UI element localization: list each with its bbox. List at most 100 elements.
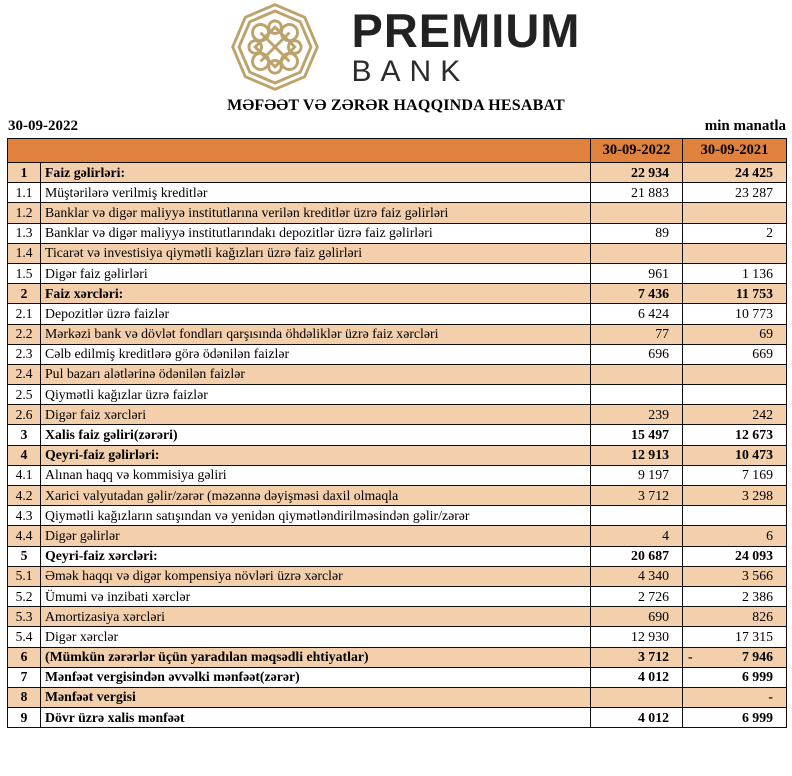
- table-row: 1.5 Digər faiz gəlirləri 961 1 136: [7, 262, 787, 285]
- value-2021: 10 473: [682, 444, 787, 466]
- row-number: 2.6: [7, 404, 41, 426]
- value-2021: 242: [682, 404, 787, 426]
- value-2021: 11 753: [682, 283, 787, 305]
- row-number: 5.4: [7, 626, 41, 648]
- table-row: 5.3 Amortizasiya xərcləri 690 826: [7, 606, 787, 628]
- row-label: Mərkəzi bank və dövlət fondları qarşısın…: [40, 323, 591, 345]
- row-label: Xalis faiz gəliri(zərəri): [40, 424, 591, 446]
- row-label: Banklar və digər maliyyə institutlarına …: [40, 202, 591, 224]
- value-2022: 3 712: [590, 484, 683, 507]
- row-label: Qeyri-faiz gəlirləri:: [40, 444, 591, 466]
- table-body: 1 Faiz gəlirləri: 22 934 24 425 1.1 Müştərilə…: [7, 161, 787, 729]
- value-2022: 4 340: [590, 565, 683, 587]
- table-row: 1 Faiz gəlirləri: 22 934 24 425: [7, 161, 787, 184]
- value-2022: 9 197: [590, 464, 683, 487]
- value-2021: 10 773: [682, 303, 787, 325]
- row-number: 4: [7, 444, 41, 466]
- row-number: 4.1: [7, 464, 41, 487]
- value-2022: 4: [590, 525, 683, 547]
- value-2021: 3 566: [682, 565, 787, 587]
- value-2022: 7 436: [590, 283, 683, 305]
- row-label: Ümumi və inzibati xərclər: [40, 585, 591, 608]
- knot-logo-icon: [230, 3, 319, 91]
- brand-name: PREMIUM: [351, 4, 581, 57]
- value-2021: [682, 384, 787, 406]
- value-2021: 69: [682, 323, 787, 345]
- value-2021: 17 315: [682, 626, 787, 648]
- value-2022: 77: [590, 323, 683, 345]
- row-number: 8: [7, 686, 41, 709]
- row-number: 4.3: [7, 505, 41, 527]
- value-2022: [590, 686, 683, 709]
- value-2022: 4 012: [590, 666, 683, 688]
- value-2021: 6 999: [682, 666, 787, 688]
- row-label: Digər gəlirlər: [40, 525, 591, 547]
- row-label: Dövr üzrə xalis mənfəət: [40, 707, 591, 729]
- row-label: Qiymətli kağızların satışından və yenidə…: [40, 505, 591, 527]
- row-label: Ticarət və investisiya qiymətli kağızlar…: [40, 242, 591, 264]
- table-row: 9 Dövr üzrə xalis mənfəət 4 012 6 999: [7, 707, 787, 729]
- value-2021: 669: [682, 343, 787, 365]
- row-label: Digər faiz xərcləri: [40, 404, 591, 426]
- value-2022: 239: [590, 404, 683, 426]
- row-label: (Mümkün zərərlər üçün yaradılan məqsədli…: [40, 646, 591, 668]
- table-row: 1.1 Müştərilərə verilmiş kreditlər 21 883 2…: [7, 182, 787, 204]
- table-row: 1.2 Banklar və digər maliyyə institutları…: [7, 202, 787, 224]
- row-number: 1.3: [7, 222, 41, 244]
- table-row: 5.1 Əmək haqqı və digər kompensiya növlər…: [7, 565, 787, 587]
- value-2022: 6 424: [590, 303, 683, 325]
- table-row: 2.2 Mərkəzi bank və dövlət fondları qarşı…: [7, 323, 787, 345]
- value-2021: 826: [682, 606, 787, 628]
- row-number: 9: [7, 707, 41, 729]
- value-2022: [590, 384, 683, 406]
- row-label: Müştərilərə verilmiş kreditlər: [40, 182, 591, 204]
- row-number: 5: [7, 545, 41, 567]
- row-label: Alınan haqq və kommisiya gəliri: [40, 464, 591, 487]
- row-label: Qeyri-faiz xərcləri:: [40, 545, 591, 567]
- table-row: 6 (Mümkün zərərlər üçün yaradılan məqsədl…: [7, 646, 787, 668]
- row-number: 1: [7, 161, 41, 184]
- table-row: 5.4 Digər xərclər 12 930 17 315: [7, 626, 787, 648]
- row-number: 7: [7, 666, 41, 688]
- row-number: 4.4: [7, 525, 41, 547]
- value-2021: 3 298: [682, 484, 787, 507]
- value-2022: [590, 363, 683, 386]
- table-row: 7 Mənfəət vergisindən əvvəlki mənfəət(zər…: [7, 666, 787, 688]
- row-number: 1.5: [7, 262, 41, 285]
- table-row: 1.4 Ticarət və investisiya qiymətli kağız…: [7, 242, 787, 264]
- value-2021: -7 946: [682, 646, 787, 668]
- value-2021: 7 169: [682, 464, 787, 487]
- table-row: 5 Qeyri-faiz xərcləri: 20 687 24 093: [7, 545, 787, 567]
- table-row: 5.2 Ümumi və inzibati xərclər 2 726 2 386: [7, 585, 787, 608]
- row-label: Depozitlər üzrə faizlər: [40, 303, 591, 325]
- value-2022: [590, 242, 683, 264]
- value-2022: 22 934: [590, 161, 683, 184]
- premium-bank-logo: [212, 2, 338, 92]
- row-number: 1.1: [7, 182, 41, 204]
- value-2021: 24 093: [682, 545, 787, 567]
- report-title: MƏFƏƏT VƏ ZƏRƏR HAQQINDA HESABAT: [227, 97, 565, 114]
- bank-header: PREMIUM BANK: [0, 0, 792, 92]
- value-2022: 696: [590, 343, 683, 365]
- value-2021: [682, 242, 787, 264]
- value-2021: [682, 505, 787, 527]
- table-row: 2.3 Cəlb edilmiş kreditlərə görə ödənilən…: [7, 343, 787, 365]
- row-number: 1.2: [7, 202, 41, 224]
- row-label: Digər faiz gəlirləri: [40, 262, 591, 285]
- table-row: 8 Mənfəət vergisi -: [7, 686, 787, 709]
- row-number: 5.3: [7, 606, 41, 628]
- table-row: 4.2 Xarici valyutadan gəlir/zərər (məzənn…: [7, 484, 787, 507]
- table-header-2022: 30-09-2022: [590, 138, 683, 163]
- row-label: Amortizasiya xərcləri: [40, 606, 591, 628]
- table-row: 2 Faiz xərcləri: 7 436 11 753: [7, 283, 787, 305]
- row-label: Digər xərclər: [40, 626, 591, 648]
- value-2021: [682, 363, 787, 386]
- value-2022: 15 497: [590, 424, 683, 446]
- table-row: 4.1 Alınan haqq və kommisiya gəliri 9 197 7…: [7, 464, 787, 487]
- value-2021: 2: [682, 222, 787, 244]
- meta-row: 30-09-2022 min manatla: [0, 115, 792, 138]
- row-label: Mənfəət vergisi: [40, 686, 591, 709]
- row-number: 2.4: [7, 363, 41, 386]
- value-2022: 12 913: [590, 444, 683, 466]
- row-label: Əmək haqqı və digər kompensiya növləri ü…: [40, 565, 591, 587]
